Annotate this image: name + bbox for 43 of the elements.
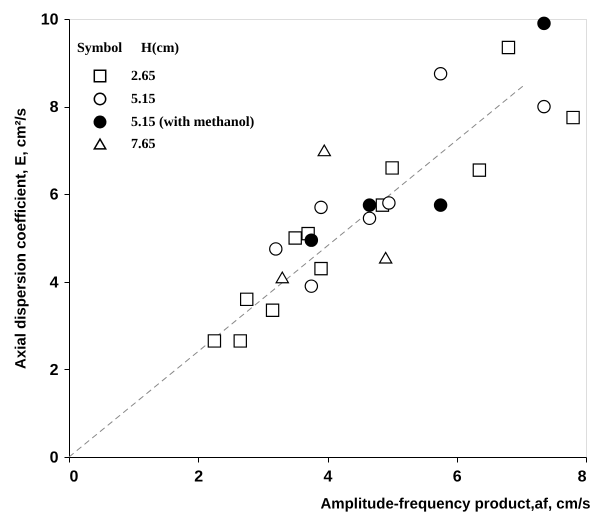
legend-label: 7.65 xyxy=(131,137,156,152)
point xyxy=(385,161,399,175)
y-tick-label: 4 xyxy=(50,274,59,292)
legend-label: 2.65 xyxy=(131,69,156,84)
x-tick-label: 8 xyxy=(578,468,587,486)
point xyxy=(240,292,254,306)
point xyxy=(276,272,289,284)
point xyxy=(208,334,222,348)
point xyxy=(434,67,448,80)
point xyxy=(314,200,328,214)
y-tick-label: 0 xyxy=(50,450,59,466)
x-axis-title: Amplitude-frequency product,af, cm/s xyxy=(320,496,590,512)
point xyxy=(304,279,318,293)
point xyxy=(537,100,551,114)
point xyxy=(318,144,331,156)
point xyxy=(362,198,376,212)
x-tick-label: 4 xyxy=(324,468,333,486)
legend-label: 5.15 xyxy=(131,92,156,107)
point xyxy=(269,242,283,256)
point xyxy=(304,233,318,247)
y-tick-label: 8 xyxy=(50,99,59,116)
point xyxy=(472,163,486,177)
point xyxy=(362,212,376,225)
point xyxy=(266,304,280,317)
x-tick-label: 0 xyxy=(70,468,78,486)
point xyxy=(434,198,448,212)
point xyxy=(288,231,302,245)
point xyxy=(234,334,247,348)
legend-title: Symbol xyxy=(77,41,122,56)
point xyxy=(378,252,392,264)
y-tick-label: 2 xyxy=(50,362,59,379)
legend-label: 5.15 (with methanol) xyxy=(131,115,255,130)
x-tick-label: 2 xyxy=(194,468,204,486)
point xyxy=(382,196,396,210)
y-tick-label: 6 xyxy=(50,186,59,204)
point xyxy=(502,40,516,54)
point xyxy=(537,16,551,30)
point xyxy=(314,262,328,276)
y-tick-label: 10 xyxy=(40,12,59,28)
x-tick-label: 6 xyxy=(452,468,462,486)
y-axis-title: Axial dispersion coefficient, E, cm²/s xyxy=(12,108,30,369)
point xyxy=(566,110,580,124)
annotation: H(cm) xyxy=(141,41,180,56)
